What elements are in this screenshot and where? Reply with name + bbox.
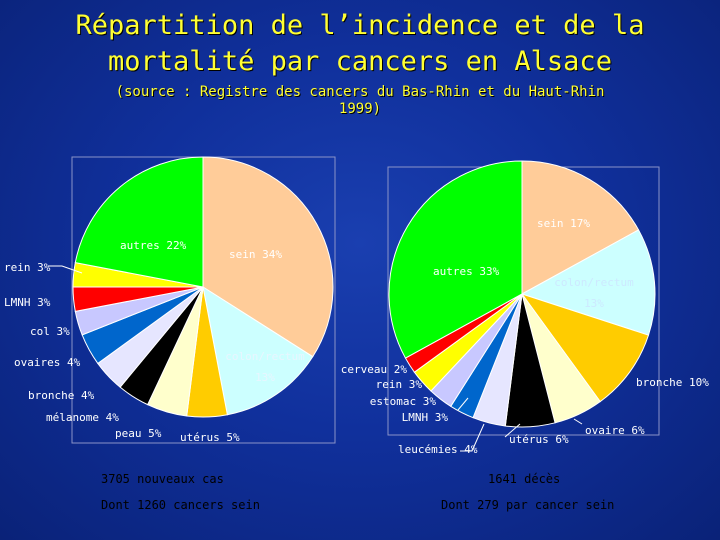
subtitle-line-1: (source : Registre des cancers du Bas-Rh… xyxy=(115,84,605,100)
mortality-label-colon-rectum-13: colon/rectum 13% xyxy=(554,276,634,310)
subtitle-line-2: 1999) xyxy=(338,101,382,117)
incidence-label-melanome-4: mélanome 4% xyxy=(46,411,119,424)
mortality-label-sein-17: sein 17% xyxy=(537,217,590,230)
incidence-label-lmnh-3: LMNH 3% xyxy=(4,296,51,309)
mortality-breast-count: Dont 279 par cancer sein xyxy=(441,498,615,512)
mortality-label-autres-33: autres 33% xyxy=(433,265,500,278)
mortality-slice-colon-rectum-13 xyxy=(520,229,656,336)
page-subtitle: (source : Registre des cancers du Bas-Rh… xyxy=(0,84,720,118)
mortality-slice-bronche-10 xyxy=(520,293,650,403)
incidence-label-uterus-5: utérus 5% xyxy=(180,431,240,444)
mortality-count: 1641 décès xyxy=(488,472,561,486)
incidence-breast-count: Dont 1260 cancers sein xyxy=(101,498,260,512)
incidence-labels: sein 34% colon/rectum 13% utérus 5% peau 5% m… xyxy=(4,239,305,444)
leader-line xyxy=(48,265,83,274)
mortality-label-estomac-3: estomac 3% xyxy=(370,395,437,408)
mortality-label-uterus-6: utérus 6% xyxy=(509,433,569,446)
mortality-slice-autres-33 xyxy=(388,160,523,359)
leader-line xyxy=(457,397,469,411)
leader-line xyxy=(504,423,521,438)
mortality-label-leucemies-4: leucémies 4% xyxy=(398,443,478,456)
incidence-label-bronche-4: bronche 4% xyxy=(28,389,95,402)
incidence-slice-sein-34 xyxy=(202,156,334,358)
mortality-labels: sein 17% colon/rectum 13% bronche 10% ovaire… xyxy=(341,217,709,456)
incidence-label-col-3: col 3% xyxy=(30,325,70,338)
mortality-label-ovaire-6: ovaire 6% xyxy=(585,424,645,437)
title-line-2: mortalité par cancers en Alsace xyxy=(108,46,612,77)
incidence-label-sein-34: sein 34% xyxy=(229,248,282,261)
leader-line xyxy=(573,418,583,425)
mortality-slice-sein-17 xyxy=(521,160,640,295)
incidence-label-colon-rectum-13: colon/rectum 13% xyxy=(225,350,305,384)
mortality-pie xyxy=(388,160,656,428)
incidence-slice-autres-22 xyxy=(74,156,204,288)
mortality-label-lmnh-3: LMNH 3% xyxy=(402,411,449,424)
page-title: Répartition de l’incidence et de la mort… xyxy=(0,8,720,80)
incidence-label-autres-22: autres 22% xyxy=(120,239,187,252)
incidence-label-peau-5: peau 5% xyxy=(115,427,162,440)
incidence-slice-colon-rectum-13 xyxy=(202,285,314,416)
incidence-label-rein-3: rein 3% xyxy=(4,261,51,274)
incidence-count: 3705 nouveaux cas xyxy=(101,472,224,486)
mortality-label-bronche-10: bronche 10% xyxy=(636,376,709,389)
title-line-1: Répartition de l’incidence et de la xyxy=(75,10,645,41)
mortality-label-cerveau-2: cerveau 2% xyxy=(341,363,408,376)
mortality-label-rein-3: rein 3% xyxy=(376,378,423,391)
incidence-pie xyxy=(72,156,334,418)
leader-line xyxy=(460,423,485,452)
incidence-label-ovaires-4: ovaires 4% xyxy=(14,356,81,369)
leader-lines xyxy=(48,265,583,452)
